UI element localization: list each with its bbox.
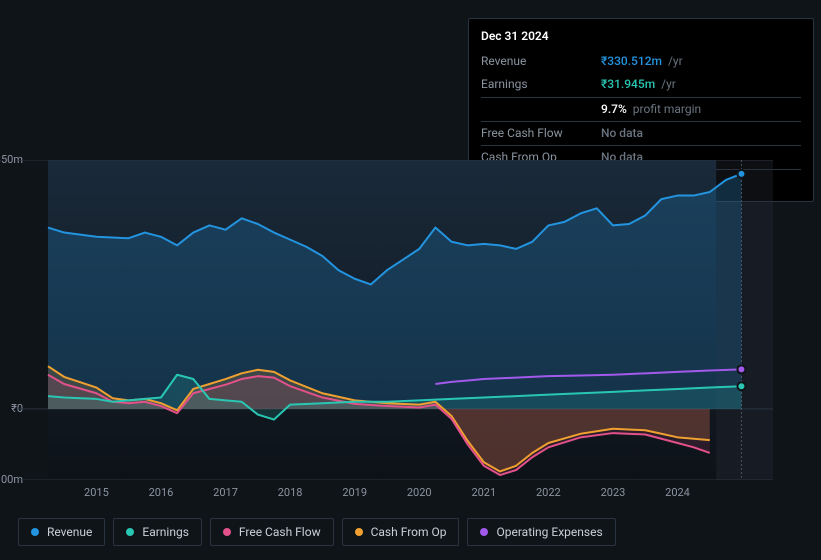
tooltip-row-value: 9.7% profit margin	[601, 97, 801, 121]
series-marker-earnings	[737, 382, 745, 390]
x-axis-label: 2018	[260, 486, 320, 499]
legend-dot-icon	[126, 528, 134, 536]
tooltip-date: Dec 31 2024	[481, 27, 801, 46]
line-chart[interactable]	[18, 160, 821, 480]
legend-dot-icon	[223, 528, 231, 536]
tooltip-row: Free Cash FlowNo data	[481, 121, 801, 145]
x-axis-label: 2023	[583, 486, 643, 499]
legend-item-operating-expenses[interactable]: Operating Expenses	[467, 518, 615, 546]
legend-dot-icon	[355, 528, 363, 536]
legend-label: Cash From Op	[371, 525, 447, 539]
x-axis-label: 2021	[454, 486, 514, 499]
legend-dot-icon	[31, 528, 39, 536]
tooltip-row: 9.7% profit margin	[481, 97, 801, 121]
tooltip-row-label: Revenue	[481, 50, 601, 73]
x-axis-label: 2017	[196, 486, 256, 499]
tooltip-row-label	[481, 97, 601, 121]
tooltip-row-value: No data	[601, 121, 801, 145]
legend-item-free-cash-flow[interactable]: Free Cash Flow	[210, 518, 334, 546]
legend-label: Earnings	[142, 525, 189, 539]
tooltip-row-label: Free Cash Flow	[481, 121, 601, 145]
chart-area[interactable]: ₹350m₹0-₹100m 20152016201720182019202020…	[0, 160, 821, 500]
x-axis-label: 2020	[389, 486, 449, 499]
x-axis-label: 2024	[648, 486, 708, 499]
series-marker-operating-expenses	[737, 365, 745, 373]
legend-label: Free Cash Flow	[239, 525, 321, 539]
x-axis-label: 2016	[131, 486, 191, 499]
tooltip-row: Revenue₹330.512m /yr	[481, 50, 801, 73]
legend-label: Revenue	[47, 525, 92, 539]
tooltip-row: Earnings₹31.945m /yr	[481, 73, 801, 97]
chart-legend: Revenue Earnings Free Cash Flow Cash From O…	[18, 518, 616, 546]
legend-item-cash-from-op[interactable]: Cash From Op	[342, 518, 460, 546]
x-axis-label: 2019	[325, 486, 385, 499]
legend-item-revenue[interactable]: Revenue	[18, 518, 105, 546]
legend-label: Operating Expenses	[496, 525, 602, 539]
tooltip-row-value: ₹330.512m /yr	[601, 50, 801, 73]
legend-item-earnings[interactable]: Earnings	[113, 518, 202, 546]
x-axis-label: 2015	[66, 486, 126, 499]
x-axis-label: 2022	[518, 486, 578, 499]
tooltip-row-label: Earnings	[481, 73, 601, 97]
legend-dot-icon	[480, 528, 488, 536]
tooltip-row-value: ₹31.945m /yr	[601, 73, 801, 97]
series-marker-revenue	[737, 170, 745, 178]
